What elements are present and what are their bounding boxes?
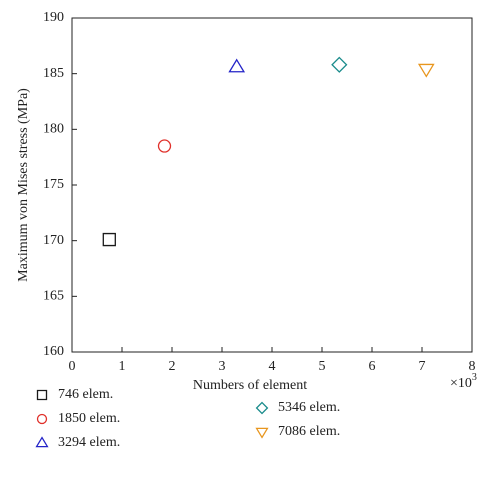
x-tick-label: 3 bbox=[219, 359, 226, 374]
data-point bbox=[102, 232, 116, 247]
legend-marker bbox=[36, 413, 48, 425]
legend-marker bbox=[255, 427, 269, 439]
plot-frame bbox=[71, 17, 473, 353]
x-tick-label: 6 bbox=[369, 359, 376, 374]
x-tick-label: 0 bbox=[69, 359, 76, 374]
y-tick-label: 170 bbox=[43, 233, 64, 248]
y-tick-label: 190 bbox=[43, 10, 64, 25]
data-point bbox=[331, 56, 348, 73]
x-tick-label: 4 bbox=[269, 359, 276, 374]
data-point bbox=[417, 63, 435, 78]
y-tick-label: 165 bbox=[43, 289, 64, 304]
x-tick-label: 7 bbox=[419, 359, 426, 374]
legend-label: 7086 elem. bbox=[278, 424, 340, 439]
legend-marker bbox=[255, 401, 269, 415]
y-tick-label: 180 bbox=[43, 122, 64, 137]
legend-label: 3294 elem. bbox=[58, 435, 120, 450]
y-tick-label: 160 bbox=[43, 344, 64, 359]
x-scale-label: ×103 bbox=[450, 372, 477, 391]
legend-marker bbox=[36, 389, 48, 401]
x-scale-exponent: 3 bbox=[472, 372, 477, 383]
x-scale-base: ×10 bbox=[450, 376, 472, 391]
y-tick-label: 175 bbox=[43, 177, 64, 192]
data-point bbox=[157, 139, 172, 153]
legend-label: 746 elem. bbox=[58, 387, 113, 402]
x-tick-label: 5 bbox=[319, 359, 326, 374]
legend-label: 1850 elem. bbox=[58, 411, 120, 426]
x-tick-label: 2 bbox=[169, 359, 176, 374]
legend-marker bbox=[35, 436, 49, 448]
data-point bbox=[228, 58, 246, 73]
y-axis-label: Maximum von Mises stress (MPa) bbox=[16, 88, 31, 282]
x-axis-label: Numbers of element bbox=[193, 378, 307, 393]
y-tick-label: 185 bbox=[43, 66, 64, 81]
x-tick-label: 1 bbox=[119, 359, 126, 374]
legend-label: 5346 elem. bbox=[278, 400, 340, 415]
x-tick-label: 8 bbox=[469, 359, 476, 374]
